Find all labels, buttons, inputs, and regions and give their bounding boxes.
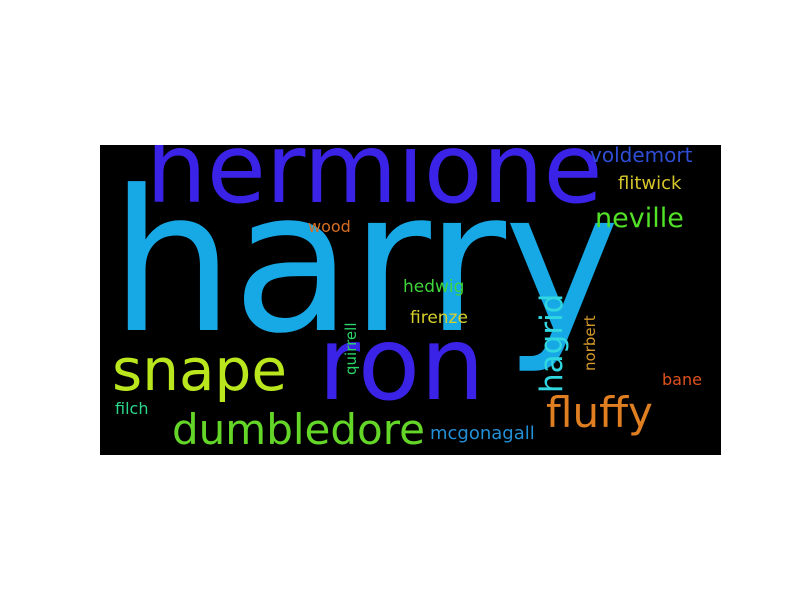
word-hermione: hermione [146,145,603,225]
word-ron: ron [318,305,485,424]
word-norbert: norbert [581,315,599,371]
word-dumbledore: dumbledore [172,405,425,454]
word-hagrid: hagrid [534,293,570,393]
word-firenze: firenze [410,308,468,328]
word-wood: wood [308,217,351,236]
word-flitwick: flitwick [618,173,682,194]
word-hedwig: hedwig [403,277,465,297]
word-mcgonagall: mcgonagall [430,423,535,444]
word-neville: neville [595,203,684,234]
word-fluffy: fluffy [546,388,653,437]
word-harry: harry [110,149,620,377]
word-quirrell: quirrell [342,322,360,376]
word-filch: filch [115,399,149,418]
word-bane: bane [662,370,702,389]
word-voldemort: voldemort [590,145,693,167]
word-snape: snape [112,336,288,404]
word-cloud: harry hermione snape ron dumbledore fluf… [100,145,721,455]
